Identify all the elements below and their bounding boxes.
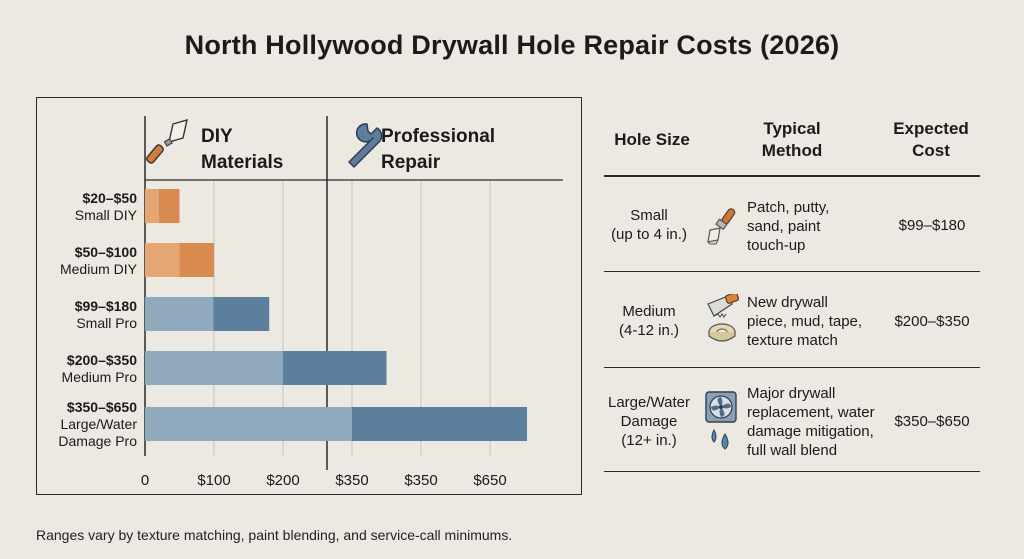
row-divider <box>604 471 980 472</box>
row-medium-method-line3: texture match <box>747 332 838 349</box>
bar-label-range: $99–$180 <box>75 298 138 314</box>
row-small-method-line3: touch-up <box>747 237 806 254</box>
row-medium-method-line1: New drywall <box>747 294 828 311</box>
header-method-line2: Method <box>761 141 823 160</box>
header-divider <box>604 175 980 177</box>
row-medium-method-line2: piece, mud, tape, <box>747 313 863 330</box>
row-divider <box>604 367 980 368</box>
bar-3-base <box>145 351 283 385</box>
header-cost-line2: Cost <box>912 141 950 160</box>
fan-water-drop-icon <box>705 391 737 450</box>
x-tick-label: $350 <box>335 472 368 489</box>
x-tick-label: $650 <box>473 472 506 489</box>
row-medium-cost: $200–$350 <box>894 313 970 330</box>
bar-label-range: $20–$50 <box>82 190 137 206</box>
drywall-saw-tape-icon <box>707 294 740 342</box>
row-large-method: Major drywall replacement, water damage … <box>747 384 897 460</box>
bar-label-name: Medium DIY <box>60 261 138 277</box>
row-large-cost: $350–$650 <box>894 413 970 430</box>
page-title: North Hollywood Drywall Hole Repair Cost… <box>184 30 840 60</box>
bar-label-range: $50–$100 <box>75 244 138 260</box>
row-divider <box>604 271 980 272</box>
header-cost-line1: Expected <box>893 119 969 138</box>
row-large-size-line1: Large/Water <box>608 394 690 411</box>
x-tick-label: 0 <box>141 472 149 489</box>
bar-3-range <box>283 351 387 385</box>
bar-0-range <box>158 189 180 223</box>
bar-0-base <box>145 189 159 223</box>
cost-chart: DIY Materials Professional Repair $20–$50 Sma… <box>36 97 582 495</box>
footnote: Ranges vary by texture matching, paint b… <box>36 527 513 543</box>
row-large-size-line3: (12+ in.) <box>621 432 677 449</box>
bar-label-name: Small Pro <box>76 315 137 331</box>
row-large-method-line4: full wall blend <box>747 442 838 459</box>
row-small-method: Patch, putty, sand, paint touch-up <box>747 198 882 255</box>
header-expected-cost: Expected Cost <box>882 118 980 162</box>
row-small-size-line2: (up to 4 in.) <box>611 226 687 243</box>
bar-2-base <box>145 297 214 331</box>
row-medium-size: Medium (4-12 in.) <box>604 302 694 340</box>
bar-label-name: Large/Water <box>60 416 137 432</box>
row-medium-size-line1: Medium <box>622 303 676 320</box>
row-small-size-line1: Small <box>630 207 668 224</box>
row-small-method-line1: Patch, putty, <box>747 199 830 216</box>
row-large-size-line2: Damage <box>620 413 678 430</box>
bar-label-range: $200–$350 <box>67 352 137 368</box>
bar-label-name: Small DIY <box>75 207 138 223</box>
row-large-method-line3: damage mitigation, <box>747 423 874 440</box>
bar-2-range <box>213 297 270 331</box>
row-large-method-line2: replacement, water <box>747 404 875 421</box>
paintbrush-icon <box>706 208 736 245</box>
putty-knife-icon <box>146 119 188 164</box>
row-medium-size-line2: (4-12 in.) <box>618 322 680 339</box>
wrench-icon <box>348 123 383 168</box>
bar-label-name: Medium Pro <box>62 369 138 385</box>
bar-4-range <box>352 407 527 441</box>
section-diy-label: DIY <box>201 126 233 147</box>
x-tick-label: $100 <box>197 472 230 489</box>
header-method-line1: Typical <box>763 119 821 138</box>
header-typical-method: Typical Method <box>722 118 862 162</box>
bar-4-base <box>145 407 352 441</box>
x-tick-label: $350 <box>404 472 437 489</box>
row-medium-method: New drywall piece, mud, tape, texture ma… <box>747 293 887 350</box>
bar-label-name: Damage Pro <box>58 433 137 449</box>
row-large-method-line1: Major drywall <box>747 385 836 402</box>
header-hole-size: Hole Size <box>614 130 690 149</box>
x-tick-label: $200 <box>266 472 299 489</box>
section-pro-label: Professional <box>381 126 495 147</box>
row-large-size: Large/Water Damage (12+ in.) <box>604 393 694 450</box>
chart-svg: DIYMaterialsProfessionalRepair$20–$50Sma… <box>58 116 563 489</box>
section-diy-label: Materials <box>201 152 283 173</box>
bar-1-base <box>145 243 180 277</box>
section-pro-label: Repair <box>381 152 441 173</box>
row-small-method-line2: sand, paint <box>747 218 821 235</box>
bar-label-range: $350–$650 <box>67 399 137 415</box>
bar-1-range <box>179 243 214 277</box>
row-small-cost: $99–$180 <box>898 217 966 234</box>
row-small-size: Small (up to 4 in.) <box>604 206 694 244</box>
